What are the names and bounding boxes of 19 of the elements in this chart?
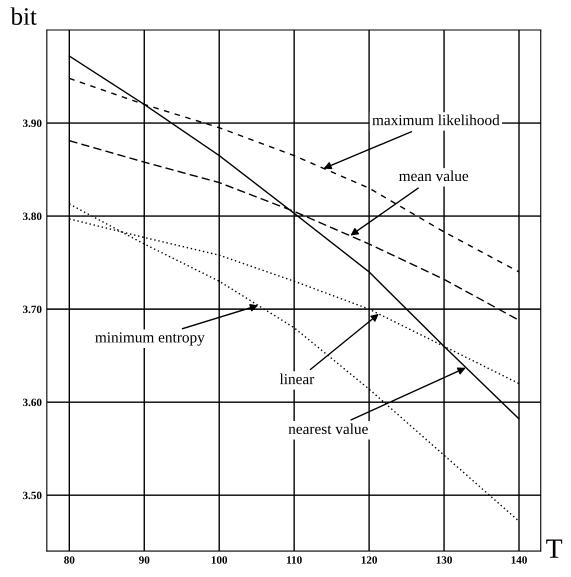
y-tick-label: 3.60	[22, 398, 42, 406]
x-tick-label: 140	[512, 556, 527, 564]
y-tick-label: 3.50	[22, 492, 42, 500]
annotation: linear	[280, 374, 314, 384]
y-tick-label: 3.90	[22, 120, 42, 128]
annotation: mean value	[399, 170, 468, 182]
annotation: nearest value	[288, 423, 368, 434]
x-axis-title: T	[546, 540, 562, 558]
annotation: maximum likelihood	[372, 114, 500, 126]
x-tick-label: 110	[287, 556, 302, 564]
x-tick-label: 100	[212, 556, 228, 564]
annotation: minimum entropy	[95, 332, 205, 346]
x-tick-label: 80	[64, 556, 74, 564]
x-tick-label: 120	[362, 556, 378, 564]
x-tick-label: 90	[139, 556, 150, 564]
x-tick-label: 130	[436, 556, 452, 564]
y-tick-label: 3.80	[22, 212, 42, 220]
y-axis-title: bit	[10, 7, 37, 25]
y-tick-label: 3.70	[22, 306, 42, 314]
